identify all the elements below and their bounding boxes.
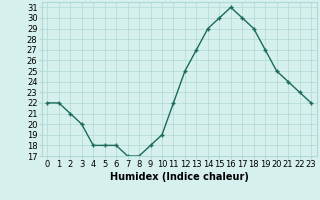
X-axis label: Humidex (Indice chaleur): Humidex (Indice chaleur) [110,172,249,182]
